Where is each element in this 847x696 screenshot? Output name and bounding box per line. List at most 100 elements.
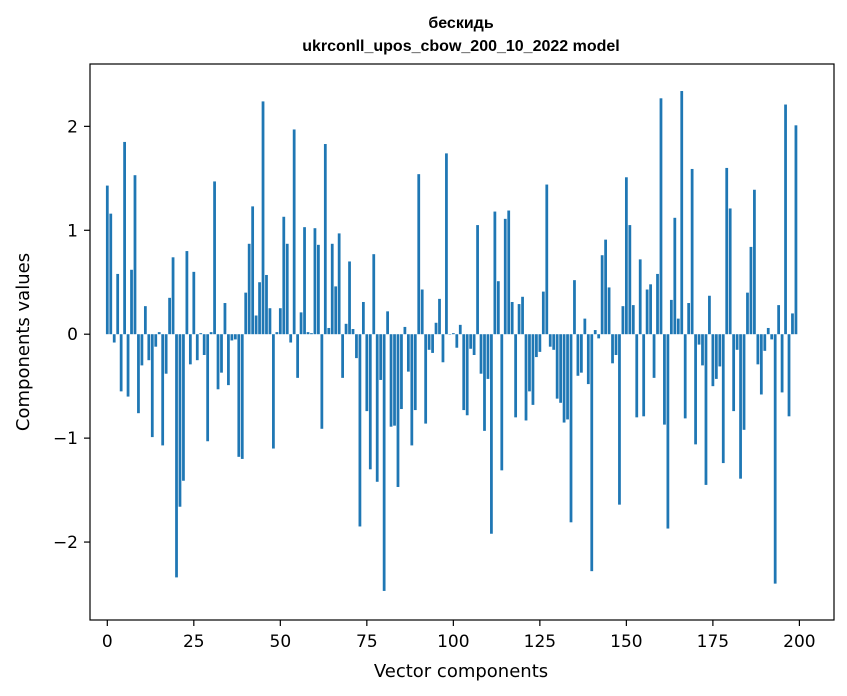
bar-188 — [756, 334, 760, 365]
bar-196 — [784, 104, 787, 335]
bar-178 — [721, 334, 725, 464]
bar-23 — [185, 251, 189, 335]
bar-136 — [576, 334, 580, 376]
bar-185 — [746, 292, 749, 335]
bar-158 — [652, 334, 656, 378]
bar-30 — [209, 332, 213, 335]
bar-10 — [140, 334, 144, 366]
bar-60 — [313, 228, 317, 335]
bar-186 — [749, 246, 753, 335]
x-tick-label-100: 100 — [437, 632, 469, 652]
bar-149 — [621, 306, 625, 335]
bar-27 — [199, 333, 203, 335]
bar-63 — [323, 144, 327, 335]
bar-75 — [365, 334, 369, 412]
bar-150 — [624, 177, 628, 335]
bar-80 — [382, 334, 386, 591]
bar-148 — [618, 334, 621, 505]
bar-69 — [344, 323, 348, 335]
bar-21 — [178, 334, 182, 507]
bar-174 — [708, 295, 711, 335]
bar-159 — [656, 273, 659, 335]
x-tick-label-150: 150 — [610, 632, 642, 652]
bar-189 — [759, 334, 763, 395]
bars-group — [105, 91, 798, 591]
bar-19 — [171, 257, 175, 335]
bar-22 — [182, 334, 185, 481]
bar-198 — [791, 313, 794, 335]
bar-105 — [469, 334, 473, 349]
bar-88 — [410, 334, 414, 446]
bar-35 — [227, 334, 230, 386]
bar-145 — [607, 287, 611, 335]
bar-130 — [555, 334, 559, 399]
bar-16 — [161, 334, 165, 446]
bar-123 — [531, 334, 535, 405]
bar-40 — [244, 292, 248, 335]
x-tick-label-175: 175 — [697, 632, 729, 652]
bar-181 — [732, 334, 736, 412]
bar-76 — [368, 334, 372, 470]
bar-183 — [739, 334, 742, 479]
y-axis-label: Components values — [13, 253, 34, 431]
bar-119 — [517, 304, 521, 335]
bar-42 — [251, 206, 255, 335]
bar-113 — [496, 281, 500, 335]
bar-142 — [597, 334, 601, 339]
bar-190 — [763, 334, 767, 351]
bar-38 — [237, 334, 241, 457]
bar-83 — [393, 334, 396, 426]
bar-39 — [240, 334, 244, 459]
bar-169 — [690, 168, 694, 335]
bar-11 — [143, 306, 147, 335]
bar-77 — [372, 254, 376, 335]
bar-102 — [458, 324, 462, 335]
bar-152 — [631, 305, 635, 335]
bar-47 — [268, 308, 272, 335]
bar-68 — [341, 334, 344, 378]
bar-25 — [192, 271, 196, 335]
bar-74 — [361, 301, 365, 335]
bar-12 — [147, 334, 151, 361]
bar-176 — [714, 334, 718, 379]
y-tick-label-2: 2 — [67, 117, 78, 137]
x-tick-label-25: 25 — [183, 632, 205, 652]
bar-7 — [130, 269, 133, 335]
bar-18 — [168, 297, 171, 335]
bar-93 — [427, 334, 431, 350]
bar-146 — [611, 334, 614, 364]
bar-73 — [358, 334, 362, 527]
bar-66 — [334, 286, 338, 335]
bar-133 — [566, 334, 569, 420]
bar-20 — [175, 334, 178, 578]
bar-49 — [275, 332, 279, 335]
bar-116 — [507, 210, 511, 335]
bar-43 — [254, 315, 258, 335]
bar-62 — [320, 334, 324, 429]
bar-59 — [310, 333, 313, 335]
x-tick-label-200: 200 — [783, 632, 815, 652]
bar-163 — [669, 299, 673, 335]
bar-124 — [535, 334, 538, 358]
bar-104 — [465, 334, 469, 416]
bar-82 — [389, 334, 393, 427]
x-tick-label-0: 0 — [102, 632, 113, 652]
bar-166 — [680, 91, 684, 335]
bar-111 — [490, 334, 493, 534]
bar-128 — [548, 334, 552, 347]
bar-85 — [400, 334, 403, 410]
bar-107 — [476, 225, 479, 335]
bar-9 — [137, 334, 140, 414]
bar-96 — [438, 298, 441, 335]
bar-5 — [123, 141, 126, 335]
bar-61 — [317, 244, 320, 335]
bar-193 — [773, 334, 777, 584]
bar-90 — [417, 174, 421, 335]
y-tick-label--2: −2 — [53, 533, 78, 553]
bar-126 — [541, 291, 545, 335]
bar-64 — [327, 327, 331, 335]
bar-29 — [206, 334, 210, 442]
y-tick-label-1: 1 — [67, 221, 78, 241]
bar-71 — [351, 329, 355, 335]
bar-154 — [638, 259, 642, 335]
